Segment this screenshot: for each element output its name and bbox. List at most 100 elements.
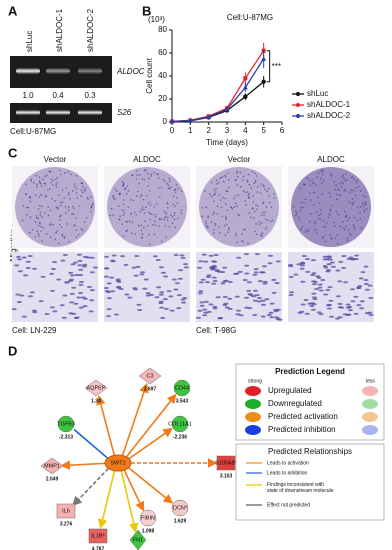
cell-dot (298, 218, 301, 221)
cell-dot (166, 182, 168, 185)
cell-dot (140, 194, 143, 196)
cell-dot (171, 216, 174, 218)
cell-dot (135, 214, 137, 216)
cell-dot (356, 206, 359, 208)
cell (211, 276, 217, 279)
cell-dot (265, 226, 268, 228)
cell (137, 309, 143, 312)
point (243, 94, 248, 99)
cell (328, 299, 334, 302)
cell-dot (167, 184, 170, 187)
cell (317, 283, 323, 286)
cell-dot (346, 178, 348, 181)
cell-dot (324, 226, 327, 228)
cell (212, 305, 218, 308)
cell-dot (317, 217, 320, 220)
cell-dot (89, 210, 92, 213)
cell-dot (165, 236, 167, 239)
cell (38, 300, 44, 303)
cell (327, 286, 333, 289)
cell-dot (214, 222, 216, 225)
node (88, 528, 108, 544)
node (56, 503, 76, 519)
cell-dot (222, 196, 224, 199)
cell (50, 289, 56, 292)
cell-dot (348, 232, 351, 235)
cell-dot (137, 224, 140, 227)
cell (135, 265, 141, 268)
cell-dot (231, 208, 233, 210)
cell-dot (42, 226, 45, 229)
gel-band (16, 110, 40, 115)
cell-dot (314, 220, 316, 223)
cell-dot (49, 187, 51, 190)
cell-dot (326, 222, 328, 224)
cell (109, 276, 115, 279)
cell-dot (324, 240, 327, 243)
node-value: 3.543 (176, 398, 189, 404)
cell (261, 265, 267, 268)
cell-dot (220, 206, 223, 209)
cell-dot (153, 233, 156, 236)
cell-dot (125, 192, 128, 195)
cell-dot (126, 185, 129, 187)
cell-dot (112, 197, 115, 199)
cell-dot (138, 182, 140, 185)
legend-label: Findings inconsistent with state of downs… (267, 482, 334, 494)
cell-dot (356, 181, 358, 184)
cell (217, 317, 223, 320)
lane-label: shALDOC-2 (86, 8, 95, 52)
cell-dot (85, 187, 87, 189)
cell-dot (360, 227, 363, 229)
cell (16, 258, 22, 261)
cell-dot (65, 187, 68, 190)
cell (183, 266, 189, 269)
x-tick-label: 0 (170, 126, 175, 135)
dish (291, 167, 371, 247)
cell-dot (362, 194, 365, 197)
cell (206, 310, 212, 313)
cell-dot (364, 203, 366, 205)
cell-dot (253, 182, 255, 185)
series-line (171, 58, 265, 123)
cell (40, 275, 46, 278)
cell-dot (40, 205, 43, 208)
cell (116, 285, 122, 288)
cell (215, 296, 221, 299)
cell (337, 280, 343, 283)
cell-dot (30, 178, 32, 181)
cell-dot (50, 178, 53, 181)
node-value: 4.787 (92, 546, 105, 550)
cell-dot (262, 184, 264, 186)
cell (314, 288, 320, 291)
cell (203, 300, 209, 303)
cell-dot (91, 202, 94, 205)
cell-dot (35, 174, 38, 177)
cell-dot (225, 190, 228, 193)
column-label: Vector (228, 155, 251, 164)
cell (103, 286, 109, 289)
cell (179, 254, 185, 257)
cell-dot (25, 206, 28, 209)
x-axis-label: Time (days) (206, 138, 248, 147)
cell-dot (143, 212, 146, 214)
cell-dot (350, 234, 352, 236)
cell (251, 295, 257, 298)
cell-dot (41, 216, 43, 218)
cell-dot (143, 179, 146, 181)
node-label: C3 (146, 373, 153, 379)
cell-dot (172, 203, 174, 206)
point (169, 118, 175, 124)
cell-dot (39, 214, 42, 216)
cell (14, 264, 20, 267)
cell (204, 281, 210, 284)
cell (178, 269, 184, 272)
cell-dot (224, 176, 227, 178)
cell (293, 273, 299, 276)
cell (326, 307, 332, 310)
cell-dot (68, 240, 70, 243)
cell-dot (39, 181, 41, 184)
cell (205, 276, 211, 279)
cell-dot (220, 176, 222, 179)
